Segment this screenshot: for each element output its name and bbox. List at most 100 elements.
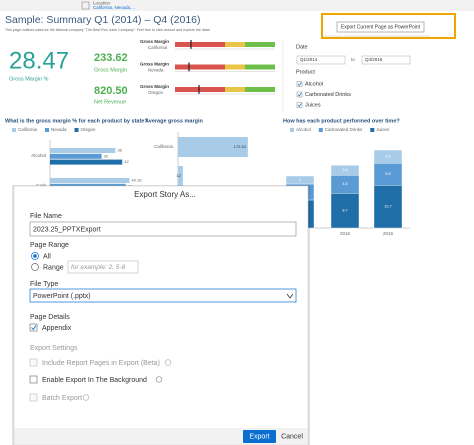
- product-label[interactable]: Juices: [305, 102, 321, 108]
- bullet-band: [225, 87, 245, 92]
- bullet-band: [175, 87, 225, 92]
- chart-title: What is the gross margin % for each prod…: [5, 118, 148, 124]
- file-type-select[interactable]: [29, 288, 297, 303]
- filter-label: Product: [296, 69, 315, 75]
- bar: [178, 137, 248, 157]
- file-name-value[interactable]: 2023.25_PPTXExport: [33, 226, 101, 233]
- export-button[interactable]: [243, 430, 276, 443]
- info-icon[interactable]: [155, 376, 163, 383]
- export-button-label[interactable]: Export: [249, 434, 269, 441]
- range-placeholder[interactable]: for example: 2, 5-8: [71, 264, 126, 271]
- bar: [178, 166, 183, 186]
- checkbox-label: Batch Export: [42, 395, 82, 402]
- checkmark: [297, 82, 302, 86]
- chart-title: How has each product performed over time…: [283, 118, 400, 124]
- bullet-measure: Gross Margin: [140, 62, 169, 67]
- radio-label[interactable]: All: [43, 253, 51, 260]
- legend-label: Juices: [376, 127, 390, 132]
- bar: [50, 159, 123, 165]
- date-to[interactable]: Q4/2016: [365, 57, 383, 62]
- background-export-checkbox[interactable]: [29, 375, 38, 384]
- file-name-input[interactable]: [29, 221, 297, 237]
- checkmark: [297, 92, 302, 97]
- location-label: Location: [93, 1, 111, 6]
- bullet-band: [225, 64, 245, 70]
- checkbox-label[interactable]: Enable Export In The Background: [42, 377, 147, 384]
- radio-range[interactable]: [31, 263, 39, 271]
- data-label: 12: [176, 173, 181, 178]
- checkbox-label[interactable]: Appendix: [42, 325, 72, 332]
- bullet-band: [245, 87, 275, 92]
- data-label: 8.7: [342, 209, 347, 213]
- x-tick-label: 2016: [383, 231, 394, 236]
- product-label[interactable]: Alcohol: [305, 81, 323, 87]
- category-label: Carb: [36, 183, 46, 188]
- field-label: Page Range: [30, 242, 69, 249]
- export-dialog: Export Story As... File Name 2023.25_PPT…: [12, 185, 310, 445]
- location-icon: [81, 1, 90, 10]
- field-label: File Type: [30, 281, 58, 288]
- product-checkbox[interactable]: [296, 81, 303, 87]
- highlight-box: [321, 13, 456, 39]
- bullet-band: [245, 42, 275, 47]
- date-from[interactable]: Q1/2014: [300, 57, 318, 62]
- kpi-value: 233.62: [94, 52, 128, 64]
- select-arrow: [286, 293, 294, 299]
- bullet-band: [175, 42, 225, 47]
- bar-segment: [330, 164, 360, 176]
- dialog-footer: [14, 428, 308, 445]
- section-label: Export Settings: [30, 345, 78, 352]
- bar: [50, 148, 116, 153]
- legend-label: Alcohol: [296, 127, 311, 132]
- checkbox-label: Include Report Pages in Export (Beta): [42, 360, 160, 367]
- legend-label: California: [18, 127, 38, 132]
- cancel-button[interactable]: [279, 430, 305, 443]
- product-checkbox[interactable]: [296, 102, 303, 108]
- data-label: 30: [104, 153, 109, 158]
- bullet-state: California: [148, 45, 168, 50]
- checkmark: [297, 103, 302, 107]
- bar: [50, 178, 130, 183]
- filter-label: Date: [296, 44, 308, 50]
- date-to-input[interactable]: [361, 55, 411, 65]
- page-title: Sample: Summary Q1 (2014) – Q4 (2016): [5, 14, 201, 26]
- bullet-band: [175, 64, 225, 70]
- kpi-label: Net Revenue: [94, 99, 126, 105]
- field-label: File Name: [30, 213, 62, 220]
- appendix-checkbox[interactable]: [29, 323, 38, 332]
- kpi-value: 820.50: [94, 85, 128, 97]
- cancel-button-label[interactable]: Cancel: [281, 434, 303, 441]
- bullet-band: [225, 42, 245, 47]
- product-checkbox[interactable]: [296, 91, 303, 98]
- info-icon[interactable]: [164, 359, 172, 366]
- radio-label[interactable]: Range: [43, 264, 64, 271]
- export-page-button[interactable]: [336, 21, 425, 33]
- bar-segment: [373, 184, 403, 229]
- radio-dot: [33, 254, 37, 258]
- x-tick-label: 2015: [340, 231, 351, 236]
- info-icon[interactable]: [82, 394, 90, 401]
- product-label[interactable]: Carbonated Drinks: [305, 92, 351, 98]
- section-label: Page Details: [30, 314, 70, 321]
- legend-swatch: [318, 128, 323, 132]
- file-type-value[interactable]: PowerPoint (.pptx): [33, 293, 91, 300]
- kpi-label: Gross Margin: [94, 67, 127, 73]
- data-label: 172.43: [234, 144, 247, 149]
- data-label: 3.3: [385, 155, 390, 159]
- top-bar: [0, 0, 474, 11]
- page-subtitle: This page outlines sales for the fiction…: [5, 28, 210, 32]
- data-label: 38: [117, 148, 122, 153]
- data-label: 4.5: [342, 182, 347, 186]
- range-input[interactable]: [67, 260, 139, 274]
- include-report-checkbox: [29, 358, 38, 367]
- export-page-button-label[interactable]: Export Current Page as PowerPoint: [341, 24, 421, 30]
- category-label: California: [154, 144, 174, 149]
- bar-segment: [330, 192, 360, 229]
- date-from-input[interactable]: [296, 55, 346, 65]
- dialog-title: Export Story As...: [134, 190, 196, 199]
- bullet-marker: [190, 40, 192, 49]
- data-label: 42: [124, 159, 129, 164]
- location-value[interactable]: California, Nevada,...: [93, 5, 135, 10]
- legend-swatch: [290, 128, 294, 132]
